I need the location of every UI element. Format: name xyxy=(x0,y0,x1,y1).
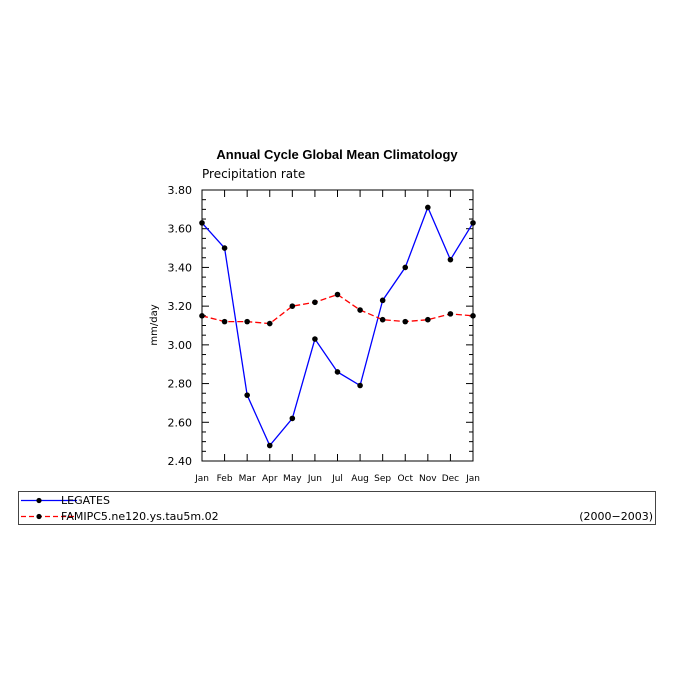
y-tick-label: 3.40 xyxy=(168,261,193,274)
data-point-series-0 xyxy=(379,297,386,304)
y-tick-label: 2.40 xyxy=(168,455,193,468)
legend-marker-famipc5 xyxy=(21,513,77,520)
x-tick-label: Oct xyxy=(397,474,413,484)
x-tick-label: Apr xyxy=(262,474,278,484)
x-tick-label: May xyxy=(283,474,302,484)
data-point-series-0 xyxy=(470,220,476,226)
x-tick-label: Nov xyxy=(419,474,437,484)
data-point-series-0 xyxy=(334,369,341,375)
x-tick-label: Jan xyxy=(465,474,480,484)
legend-marker-legates xyxy=(21,497,77,504)
y-axis: 2.40 2.60 2.80 3.00 3.20 3.40 3.60 3.80 xyxy=(168,184,473,468)
y-axis-label: mm/day xyxy=(149,304,160,345)
legend-label-legates: LEGATES xyxy=(61,494,110,507)
legend-item-legates: LEGATES xyxy=(19,493,655,508)
data-point-series-1 xyxy=(312,299,318,306)
x-tick-label: Jul xyxy=(331,474,343,484)
y-tick-label: 2.80 xyxy=(168,378,193,391)
y-tick-label: 3.00 xyxy=(168,339,193,352)
data-point-series-0 xyxy=(221,245,228,251)
data-point-series-1 xyxy=(334,291,341,298)
x-tick-label: Jun xyxy=(307,474,322,484)
chart-title: Annual Cycle Global Mean Climatology xyxy=(216,147,458,162)
legend-period: (2000−2003) xyxy=(579,510,653,523)
legend-item-famipc5: FAMIPC5.ne120.ys.tau5m.02 (2000−2003) xyxy=(19,509,655,524)
data-point-series-1 xyxy=(425,316,431,323)
x-tick-label: Jan xyxy=(194,474,209,484)
data-point-series-0 xyxy=(357,382,363,389)
y-tick-label: 3.80 xyxy=(168,184,193,197)
data-point-series-1 xyxy=(199,313,205,319)
x-tick-label: Dec xyxy=(442,474,459,484)
data-point-series-0 xyxy=(425,204,431,211)
data-point-series-1 xyxy=(379,316,386,323)
y-tick-label: 3.60 xyxy=(168,223,193,236)
y-tick-label: 2.60 xyxy=(168,416,193,429)
chart-subtitle: Precipitation rate xyxy=(202,167,305,181)
series-line-0 xyxy=(201,205,474,447)
data-point-series-1 xyxy=(357,307,363,313)
data-point-series-1 xyxy=(221,318,228,325)
x-tick-label: Mar xyxy=(239,474,256,484)
series-line-1 xyxy=(201,293,474,325)
data-point-series-0 xyxy=(402,264,409,271)
data-point-series-1 xyxy=(244,318,250,325)
x-tick-label: Aug xyxy=(351,474,369,484)
plot-area-frame xyxy=(201,189,474,462)
legend-label-famipc5: FAMIPC5.ne120.ys.tau5m.02 xyxy=(61,510,219,523)
x-tick-label: Sep xyxy=(374,474,391,484)
data-point-series-1 xyxy=(289,303,296,309)
data-point-series-0 xyxy=(244,392,250,398)
data-point-series-1 xyxy=(470,313,476,319)
y-tick-label: 3.20 xyxy=(168,300,193,313)
data-point-series-1 xyxy=(402,318,409,325)
x-tick-label: Feb xyxy=(217,474,233,484)
data-point-series-0 xyxy=(447,256,454,263)
data-point-series-1 xyxy=(447,311,454,317)
data-point-series-0 xyxy=(266,442,273,449)
data-point-series-1 xyxy=(266,320,273,327)
data-point-series-0 xyxy=(289,415,296,422)
data-point-series-0 xyxy=(312,336,318,342)
x-axis: Jan Feb Mar Apr May Jun Jul Aug Sep Oct Nov Dec Jan xyxy=(194,190,480,484)
series-layer xyxy=(199,204,476,449)
data-point-series-0 xyxy=(199,220,205,226)
legend: LEGATES FAMIPC5.ne120.ys.tau5m.02 (2000−… xyxy=(18,491,656,525)
